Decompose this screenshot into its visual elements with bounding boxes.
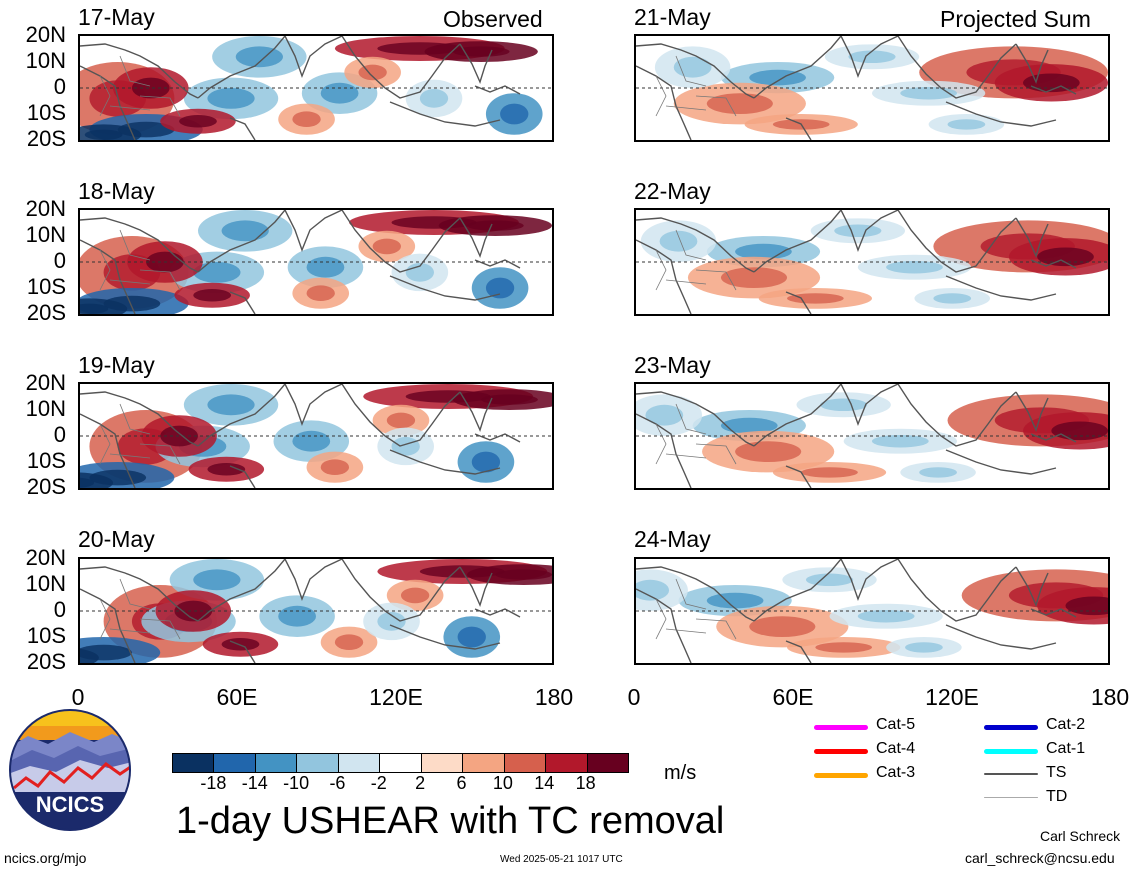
colorbar-units: m/s	[664, 762, 697, 784]
map-panel-23-may	[634, 382, 1110, 490]
lat-label: 20S	[26, 300, 66, 325]
logo-text: NCICS	[36, 792, 104, 817]
lat-label: 0	[53, 597, 66, 622]
colorbar-swatch	[586, 754, 628, 772]
legend-line-td	[984, 797, 1038, 798]
map-panel-19-may	[78, 382, 554, 490]
legend-label-cat-2: Cat-2	[1046, 716, 1086, 733]
colorbar-tick-label: 2	[415, 773, 426, 793]
legend-line-cat-1	[984, 749, 1038, 754]
lat-label: 20N	[25, 196, 66, 221]
colorbar-tick-label: -18	[200, 773, 227, 793]
colorbar-tick-label: 6	[456, 773, 467, 793]
legend-label-cat-3: Cat-3	[876, 764, 916, 781]
legend-label-td: TD	[1046, 788, 1068, 805]
panel-date-5: 21-May	[634, 4, 711, 30]
colorbar-tick-label: -10	[283, 773, 310, 793]
lat-label: 20N	[25, 545, 66, 570]
legend-label-ts: TS	[1046, 764, 1067, 781]
colorbar-tick-label: 18	[575, 773, 596, 793]
ncics-logo[interactable]: NCICS	[8, 708, 132, 832]
legend-line-cat-2	[984, 725, 1038, 730]
figure-title: 1-day USHEAR with TC removal	[176, 800, 725, 842]
panel-date-4: 20-May	[78, 526, 155, 552]
panel-date-3: 19-May	[78, 352, 155, 378]
panel-date-8: 24-May	[634, 526, 711, 552]
map-panel-20-may	[78, 557, 554, 665]
legend-line-cat-3	[814, 773, 868, 778]
lat-label: 10S	[26, 274, 66, 299]
lon-label-0-right: 0	[627, 684, 641, 710]
lat-label: 20S	[26, 126, 66, 151]
colorbar-tick-label: -14	[241, 773, 268, 793]
legend-label-cat-1: Cat-1	[1046, 740, 1086, 757]
lat-label: 20N	[25, 370, 66, 395]
colorbar-swatch	[545, 754, 587, 772]
colorbar-tick-label: 14	[534, 773, 555, 793]
colorbar-swatch	[254, 754, 297, 772]
panel-date-6: 22-May	[634, 178, 711, 204]
colorbar-swatch	[173, 754, 214, 772]
map-panel-22-may	[634, 208, 1110, 316]
colorbar-tick-label: -2	[370, 773, 387, 793]
colorbar-tick-label: 10	[492, 773, 513, 793]
lat-label: 10S	[26, 623, 66, 648]
panel-date-7: 23-May	[634, 352, 711, 378]
lon-label-60e-right: 60E	[772, 684, 814, 710]
colorbar-swatch	[296, 754, 338, 772]
legend-line-ts	[984, 773, 1038, 775]
lat-label: 0	[53, 422, 66, 447]
lon-label-120e: 120E	[369, 684, 423, 710]
lat-label: 20N	[25, 22, 66, 47]
panel-tag-projected: Projected Sum	[940, 6, 1091, 32]
colorbar-tick-label: -6	[329, 773, 346, 793]
colorbar-swatch	[503, 754, 546, 772]
map-panel-24-may	[634, 557, 1110, 665]
colorbar-swatch	[213, 754, 255, 772]
lon-label-120e-right: 120E	[925, 684, 979, 710]
panel-tag-observed: Observed	[443, 6, 543, 32]
map-panel-17-may	[78, 34, 554, 142]
lon-label-60e: 60E	[216, 684, 258, 710]
lon-label-0: 0	[71, 684, 85, 710]
colorbar	[172, 753, 629, 773]
map-panel-21-may	[634, 34, 1110, 142]
lat-label: 10S	[26, 100, 66, 125]
panel-date-1: 17-May	[78, 4, 155, 30]
legend-label-cat-4: Cat-4	[876, 740, 916, 757]
lat-label: 10N	[25, 48, 66, 73]
colorbar-swatch	[337, 754, 380, 772]
lat-label: 10N	[25, 222, 66, 247]
lat-label: 10N	[25, 396, 66, 421]
legend-label-cat-5: Cat-5	[876, 716, 916, 733]
author-email[interactable]: carl_schreck@ncsu.edu	[965, 850, 1115, 866]
lat-label: 0	[53, 74, 66, 99]
timestamp: Wed 2025-05-21 1017 UTC	[500, 854, 623, 865]
lat-label: 10N	[25, 571, 66, 596]
map-panel-18-may	[78, 208, 554, 316]
colorbar-swatch	[420, 754, 463, 772]
lat-label: 0	[53, 248, 66, 273]
lat-label: 20S	[26, 649, 66, 674]
legend-line-cat-4	[814, 749, 868, 754]
lat-label: 10S	[26, 448, 66, 473]
lat-label: 20S	[26, 474, 66, 499]
lon-label-180: 180	[534, 684, 574, 710]
panel-date-2: 18-May	[78, 178, 155, 204]
colorbar-swatch	[379, 754, 421, 772]
legend-line-cat-5	[814, 725, 868, 730]
source-url[interactable]: ncics.org/mjo	[4, 850, 87, 866]
author-name: Carl Schreck	[1040, 828, 1121, 844]
colorbar-swatch	[462, 754, 504, 772]
lon-label-180-right: 180	[1090, 684, 1130, 710]
